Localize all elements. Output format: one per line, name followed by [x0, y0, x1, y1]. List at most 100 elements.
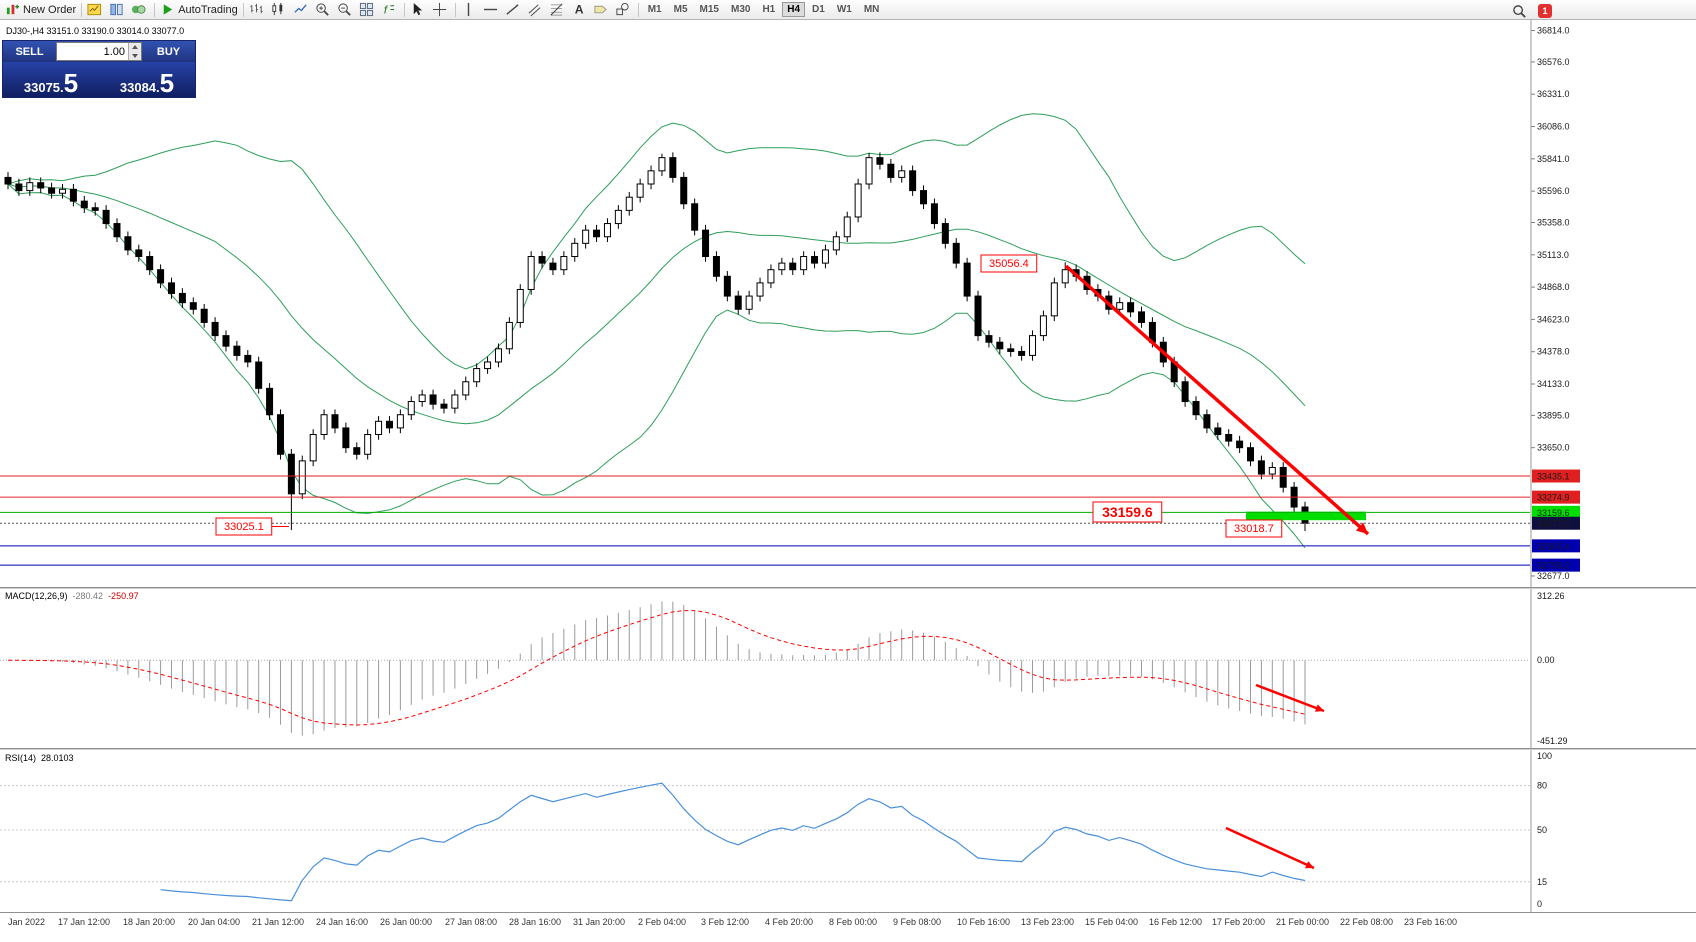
- autotrading-icon: [163, 4, 173, 15]
- macd-signal-value: -250.97: [108, 591, 139, 601]
- fibonacci-button[interactable]: [547, 1, 569, 19]
- time-axis-border: [0, 912, 1696, 913]
- time-axis-label: 26 Jan 00:00: [380, 917, 433, 927]
- candlestick-chart-button[interactable]: [269, 1, 291, 19]
- toolbar-right: 1: [1510, 2, 1552, 20]
- timeframe-m1-button[interactable]: M1: [647, 4, 662, 15]
- pane-separator[interactable]: [0, 748, 1696, 750]
- channel-icon: [528, 4, 541, 17]
- channel-button[interactable]: [525, 1, 547, 19]
- search-icon[interactable]: [1510, 2, 1532, 20]
- svg-text:312.26: 312.26: [1537, 591, 1565, 601]
- horizontal-line-button[interactable]: [481, 1, 503, 19]
- timeframe-h4-button[interactable]: H4: [782, 2, 806, 17]
- notification-badge[interactable]: 1: [1538, 4, 1552, 18]
- volume-input[interactable]: [57, 43, 128, 60]
- charts-button[interactable]: [85, 1, 107, 19]
- pane-separator[interactable]: [0, 587, 1696, 589]
- timeframe-d1-button[interactable]: D1: [812, 4, 825, 15]
- toolbar-separator: [637, 2, 639, 17]
- rsi-label: RSI(14) 28.0103: [5, 753, 74, 763]
- timeframe-m15-button[interactable]: M15: [699, 4, 719, 15]
- time-axis-label: 8 Feb 00:00: [829, 917, 878, 927]
- svg-text:36331.0: 36331.0: [1537, 89, 1570, 99]
- toolbar: New Order AutoTrading f A M1 M5 M15 M30 H1 H4 D1 W…: [0, 0, 1696, 20]
- svg-text:32759.2: 32759.2: [1537, 561, 1570, 571]
- label-button[interactable]: [591, 1, 613, 19]
- zoom-in-button[interactable]: [313, 1, 335, 19]
- crosshair-button[interactable]: [430, 1, 452, 19]
- svg-text:50: 50: [1537, 825, 1547, 835]
- bar-chart-button[interactable]: [247, 1, 269, 19]
- macd-label: MACD(12,26,9) -280.42 -250.97: [5, 591, 139, 601]
- new-order-button[interactable]: New Order: [3, 1, 78, 19]
- bollinger-bands: [7, 113, 1306, 549]
- time-axis-label: 21 Jan 12:00: [252, 917, 305, 927]
- tile-windows-button[interactable]: [357, 1, 379, 19]
- data-window-button[interactable]: [129, 1, 151, 19]
- timeframe-w1-button[interactable]: W1: [836, 4, 852, 15]
- rsi-pane[interactable]: 100 80 50 15 0: [0, 750, 1696, 912]
- zoom-out-icon: [338, 3, 351, 16]
- time-axis-label: 21 Feb 00:00: [1276, 917, 1330, 927]
- indicators-button[interactable]: f: [379, 1, 401, 19]
- volume-box: [56, 42, 142, 61]
- data-window-icon: [132, 5, 146, 14]
- indicators-icon: f: [384, 4, 394, 16]
- svg-text:34378.0: 34378.0: [1537, 347, 1570, 357]
- toolbar-separator: [403, 2, 405, 17]
- trendline-button[interactable]: [503, 1, 525, 19]
- svg-text:33650.0: 33650.0: [1537, 443, 1570, 453]
- horizontal-line-icon: [483, 8, 497, 11]
- text-button[interactable]: A: [569, 1, 591, 19]
- line-chart-button[interactable]: [291, 1, 313, 19]
- price-annotations: 35056.4 33025.1 33159.6 33018.7: [215, 254, 1283, 538]
- time-axis-label: 17 Feb 20:00: [1212, 917, 1266, 927]
- main-chart-pane[interactable]: 36814.0 36576.0 36331.0 36086.0 35841.0 35596…: [0, 20, 1696, 587]
- zoom-out-button[interactable]: [335, 1, 357, 19]
- chart-ohlc-title: DJ30-,H4 33151.0 33190.0 33014.0 33077.0: [6, 26, 185, 36]
- sell-price-fraction: 5: [63, 68, 79, 98]
- timeframe-m5-button[interactable]: M5: [673, 4, 688, 15]
- timeframe-h1-button[interactable]: H1: [762, 4, 776, 15]
- volume-up-button[interactable]: [129, 43, 141, 52]
- toolbar-buttons: New Order AutoTrading f A: [3, 1, 642, 19]
- volume-down-button[interactable]: [129, 51, 141, 60]
- timeframe-mn-button[interactable]: MN: [863, 4, 880, 15]
- autotrading-button[interactable]: AutoTrading: [158, 1, 240, 19]
- zoom-in-icon: [316, 3, 329, 16]
- svg-text:36576.0: 36576.0: [1537, 57, 1570, 67]
- search-icon: [1513, 4, 1526, 18]
- time-axis-label: 9 Feb 08:00: [893, 917, 942, 927]
- candles-series: [4, 152, 1309, 532]
- timeframe-m30-button[interactable]: M30: [730, 4, 751, 15]
- sell-button[interactable]: SELL: [15, 45, 44, 58]
- svg-text:36814.0: 36814.0: [1537, 26, 1570, 36]
- line-chart-icon: [294, 4, 307, 13]
- svg-text:15: 15: [1537, 877, 1547, 887]
- profile-icon: [110, 3, 123, 16]
- time-axis-label: 22 Feb 08:00: [1340, 917, 1394, 927]
- macd-pane[interactable]: 312.26 0.00 -451.29: [0, 589, 1696, 748]
- trend-arrow: [1355, 522, 1368, 534]
- sell-price[interactable]: 33075. 5: [3, 62, 99, 97]
- crosshair-icon: [432, 2, 446, 17]
- vertical-line-button[interactable]: [459, 1, 481, 19]
- svg-text:34868.0: 34868.0: [1537, 282, 1570, 292]
- new-order-icon: [6, 4, 20, 15]
- shapes-button[interactable]: [613, 1, 635, 19]
- cursor-button[interactable]: [408, 1, 430, 19]
- time-axis-label: 18 Jan 20:00: [123, 917, 176, 927]
- svg-text:35596.0: 35596.0: [1537, 186, 1570, 196]
- trade-panel-prices: 33075. 5 33084. 5: [3, 62, 195, 97]
- buy-button[interactable]: BUY: [156, 45, 181, 58]
- time-axis-label: 13 Feb 23:00: [1021, 917, 1075, 927]
- buy-price[interactable]: 33084. 5: [99, 62, 195, 97]
- trend-arrow: [1315, 704, 1324, 712]
- profile-button[interactable]: [107, 1, 129, 19]
- macd-histogram: [18, 601, 1306, 736]
- svg-text:35841.0: 35841.0: [1537, 154, 1570, 164]
- svg-text:35113.0: 35113.0: [1537, 250, 1569, 260]
- svg-text:33274.9: 33274.9: [1537, 493, 1570, 503]
- label-icon: [594, 5, 607, 14]
